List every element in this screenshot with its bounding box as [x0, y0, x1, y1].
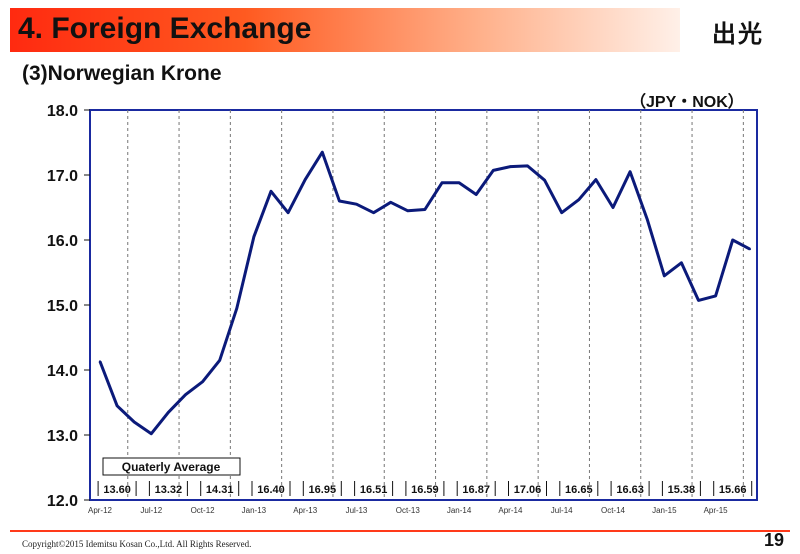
quarterly-average-value: 16.63 — [616, 484, 644, 496]
quarterly-average-value: 16.51 — [360, 484, 388, 496]
grid-layer — [127, 110, 744, 500]
x-tick-label: Jul-14 — [551, 506, 573, 515]
y-tick-label: 17.0 — [47, 168, 78, 185]
quarterly-average-value: 14.31 — [206, 484, 234, 496]
data-point — [697, 299, 700, 302]
quarterly-average-value: 15.38 — [668, 484, 696, 496]
quarterly-average-label: Quaterly Average — [122, 460, 221, 474]
data-point — [646, 218, 649, 221]
data-point — [389, 201, 392, 204]
data-point — [457, 181, 461, 184]
data-point — [184, 393, 187, 396]
plot-frame — [89, 109, 758, 501]
x-tick-label: Jan-14 — [447, 506, 472, 515]
data-point — [560, 211, 563, 214]
quarterly-average-box — [102, 457, 241, 476]
quarterly-average-value: 17.06 — [514, 484, 542, 496]
quarterly-average-value: 16.40 — [257, 484, 285, 496]
header-band — [10, 8, 680, 52]
unit-label: （JPY・NOK） — [630, 94, 744, 111]
data-point — [286, 211, 290, 214]
data-point — [269, 190, 273, 193]
data-point — [321, 151, 324, 154]
data-point — [406, 209, 409, 212]
x-tick-label: Apr-15 — [704, 506, 729, 515]
data-point — [748, 247, 751, 251]
data-point — [714, 294, 717, 298]
x-tick-label: Jan-15 — [652, 506, 677, 515]
data-point — [492, 169, 495, 172]
data-point — [526, 164, 529, 168]
copyright: Copyright©2015 Idemitsu Kosan Co.,Ltd. A… — [22, 539, 252, 549]
x-tick-label: Apr-14 — [498, 506, 523, 515]
data-point — [372, 211, 375, 214]
data-point — [628, 170, 632, 173]
data-point — [115, 404, 119, 407]
data-point — [355, 203, 358, 206]
data-point — [731, 238, 734, 242]
quarterly-average-value: 15.66 — [719, 484, 747, 496]
y-tick-label: 13.0 — [47, 428, 78, 445]
data-point — [98, 360, 102, 363]
chart-subtitle: (3)Norwegian Krone — [22, 62, 222, 85]
data-point — [680, 261, 683, 264]
data-point — [150, 432, 153, 435]
footer-rule — [10, 530, 790, 532]
page-number: 19 — [764, 530, 785, 550]
data-point — [133, 420, 136, 424]
quarterly-average-value: 16.59 — [411, 484, 439, 496]
data-point — [201, 380, 204, 383]
header: 4. Foreign Exchange 出光 — [0, 0, 800, 60]
x-axis: Apr-12 Jul-12 Oct-12 Jan-13 Apr-13 Jul-13 Oct-… — [88, 506, 728, 515]
data-point — [663, 274, 666, 277]
y-tick-label: 12.0 — [47, 493, 78, 510]
y-tick-label: 18.0 — [47, 103, 78, 120]
x-tick-label: Jul-13 — [346, 506, 368, 515]
y-tick-label: 15.0 — [47, 298, 78, 315]
data-point — [440, 181, 444, 184]
data-point — [475, 193, 478, 196]
series-layer — [98, 150, 751, 436]
y-tick-label: 16.0 — [47, 233, 78, 250]
data-point — [577, 198, 580, 201]
quarterly-average-value: 13.60 — [103, 484, 131, 496]
quarterly-average-value: 16.87 — [462, 484, 490, 496]
quarterly-average-row: Quaterly Average 13.60 13.32 14.31 16.40 16.… — [97, 457, 753, 496]
x-tick-label: Apr-12 — [88, 506, 113, 515]
quarterly-average-value: 13.32 — [155, 484, 183, 496]
data-point — [509, 165, 512, 168]
data-point — [252, 235, 256, 238]
quarterly-average-value: 16.65 — [565, 484, 593, 496]
data-point — [543, 179, 546, 182]
y-tick-label: 14.0 — [47, 363, 78, 380]
x-tick-label: Oct-13 — [396, 506, 421, 515]
page-title: 4. Foreign Exchange — [18, 12, 312, 45]
y-axis: 12.0 13.0 14.0 15.0 16.0 17.0 18.0 — [47, 103, 90, 510]
x-tick-label: Apr-13 — [293, 506, 318, 515]
data-point — [338, 199, 341, 203]
quarterly-average-value: 16.95 — [309, 484, 337, 496]
data-point — [304, 178, 307, 181]
data-point — [218, 359, 221, 362]
data-point — [611, 206, 615, 209]
company-logo: 出光 — [712, 19, 764, 48]
x-tick-label: Jul-12 — [140, 506, 162, 515]
data-point — [167, 411, 170, 414]
x-tick-label: Oct-14 — [601, 506, 626, 515]
x-tick-label: Oct-12 — [191, 506, 216, 515]
data-point — [235, 307, 238, 310]
x-tick-label: Jan-13 — [242, 506, 267, 515]
data-point — [594, 178, 598, 181]
data-point — [423, 208, 427, 211]
